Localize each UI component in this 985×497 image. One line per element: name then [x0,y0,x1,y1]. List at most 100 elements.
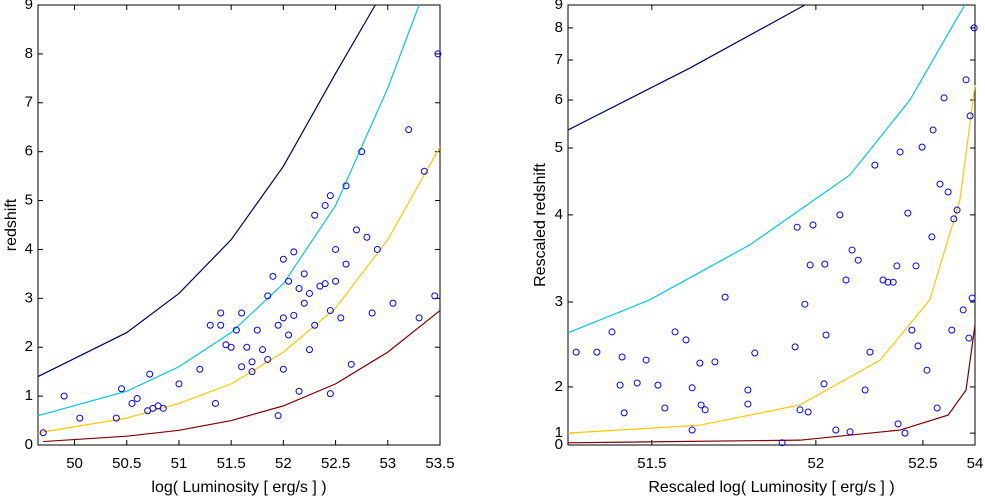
y-tick-label: 0 [555,436,563,453]
data-point [243,343,251,351]
y-tick-label: 8 [25,45,33,62]
data-point [970,24,978,32]
data-point [914,342,922,350]
data-point [842,276,850,284]
data-point [405,126,413,134]
data-point [642,356,650,364]
y-tick-label: 7 [25,94,33,111]
data-point [373,245,381,253]
data-point [217,321,225,329]
data-point [682,336,690,344]
y-tick-label: 2 [25,338,33,355]
y-tick-label: 8 [555,19,563,36]
data-point [305,289,313,297]
data-point [238,309,246,317]
data-point [133,395,141,403]
data-point [608,328,616,336]
data-point [434,50,442,58]
data-point [415,314,423,322]
data-point [311,321,319,329]
x-tick-label: 53 [379,455,396,472]
data-point [112,414,120,422]
x-tick-label: 51.5 [217,455,246,472]
curve [37,4,420,417]
curve [567,85,976,434]
data-point [175,380,183,388]
data-point [217,309,225,317]
data-point [654,381,662,389]
data-point [253,326,261,334]
data-point [661,404,669,412]
data-point [696,359,704,367]
y-tick-label: 6 [555,91,563,108]
data-point [940,94,948,102]
curve [567,324,976,444]
data-point [321,201,329,209]
data-point [572,348,580,356]
data-point [321,280,329,288]
y-tick-label: 9 [25,0,33,13]
data-point [904,209,912,217]
data-point [688,426,696,434]
data-point [896,148,904,156]
x-tick-label: 52 [275,455,292,472]
data-point [238,363,246,371]
data-point [118,385,126,393]
data-point [326,390,334,398]
data-point [751,349,759,357]
data-point [269,272,277,280]
data-point [285,331,293,339]
data-point [337,314,345,322]
data-point [300,299,308,307]
data-point [618,353,626,361]
data-point [912,262,920,270]
x-tick-label: 53.5 [425,455,454,472]
data-point [332,277,340,285]
y-tick-label: 7 [555,51,563,68]
x-tick-label: 52 [808,455,825,472]
data-point [918,143,926,151]
data-point [965,334,973,342]
x-tick-label: 51 [171,455,188,472]
y-tick-label: 0 [25,436,33,453]
data-point [196,365,204,373]
data-point [894,420,902,428]
data-point [953,206,961,214]
data-point [854,256,862,264]
data-point [791,343,799,351]
data-point [420,167,428,175]
data-point [368,309,376,317]
data-point [295,285,303,293]
data-point [295,387,303,395]
data-point [671,328,679,336]
data-point [944,188,952,196]
data-point [326,192,334,200]
data-point [60,392,68,400]
y-tick-label: 1 [25,387,33,404]
data-point [832,426,840,434]
data-point [893,262,901,270]
data-point [744,386,752,394]
data-point [279,255,287,263]
y-tick-label: 4 [25,240,33,257]
x-axis-label: Rescaled log( Luminosity [ erg/s ] ) [648,479,894,496]
data-point [76,414,84,422]
data-point [923,366,931,374]
data-point [633,379,641,387]
data-point [871,161,879,169]
data-point [274,412,282,420]
data-point [820,380,828,388]
data-point [279,365,287,373]
data-point [796,406,804,414]
data-point [593,348,601,356]
y-tick-label: 3 [555,293,563,310]
data-point [264,355,272,363]
x-tick-label: 52.5 [908,455,937,472]
data-point [901,429,909,437]
data-point [39,429,47,437]
data-point [146,370,154,378]
data-point [159,404,167,412]
data-point [232,326,240,334]
data-point [616,381,624,389]
